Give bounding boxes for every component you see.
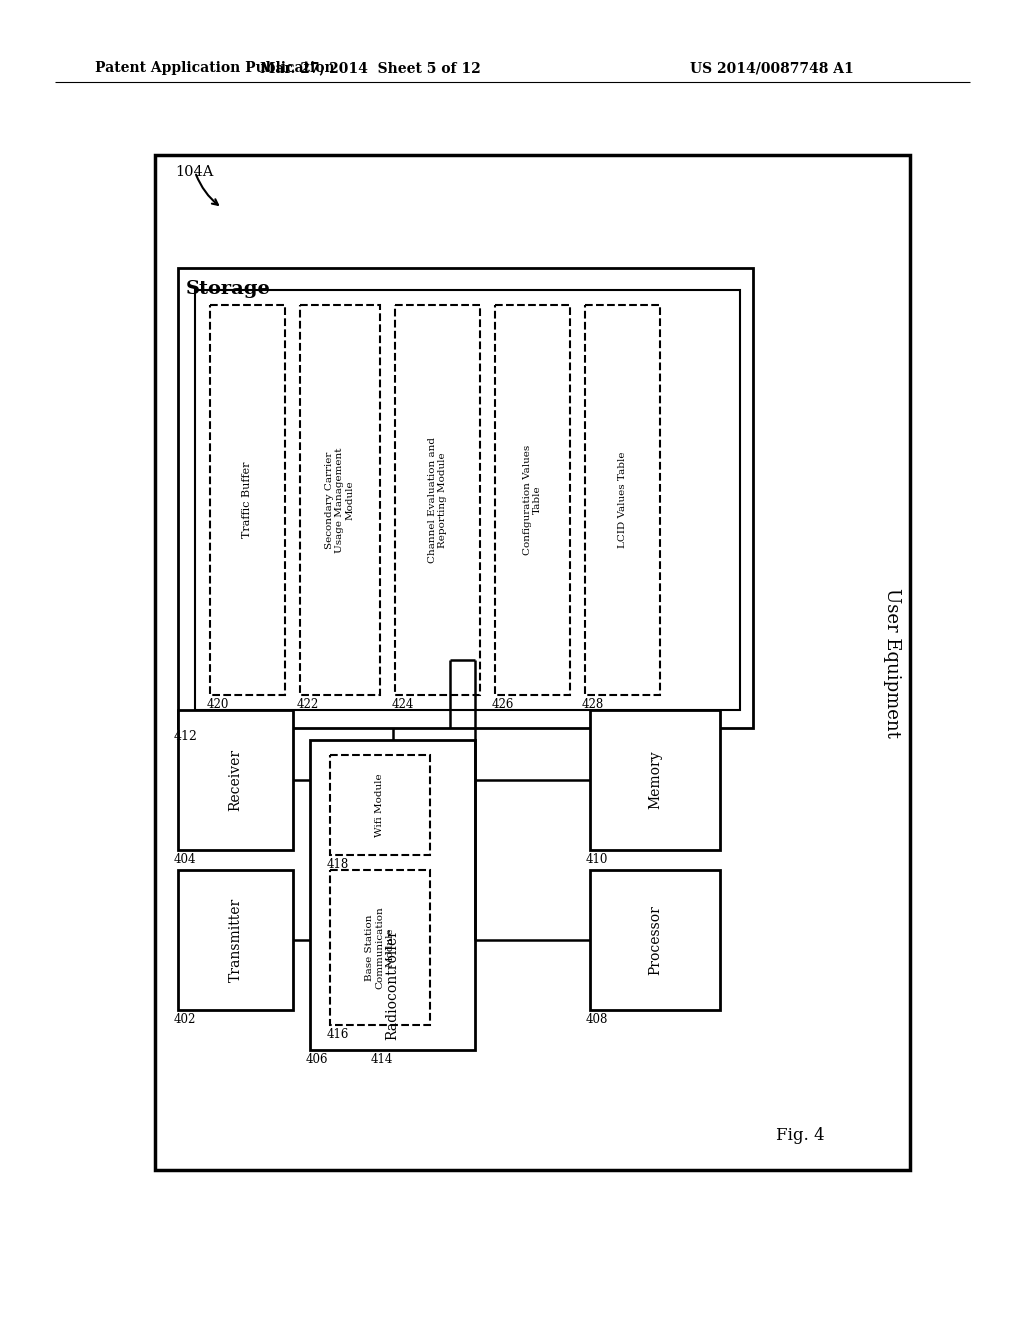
Text: 414: 414 <box>371 1053 393 1067</box>
Text: Fig. 4: Fig. 4 <box>776 1126 824 1143</box>
Text: 402: 402 <box>174 1012 197 1026</box>
Text: Base Station
Communication
Module: Base Station Communication Module <box>366 906 395 989</box>
Bar <box>210 305 285 696</box>
Text: 426: 426 <box>492 698 514 711</box>
Text: User Equipment: User Equipment <box>883 587 901 738</box>
Text: US 2014/0087748 A1: US 2014/0087748 A1 <box>690 61 854 75</box>
Text: LCID Values Table: LCID Values Table <box>618 451 627 548</box>
Text: Memory: Memory <box>648 751 662 809</box>
Text: 408: 408 <box>586 1012 608 1026</box>
Text: 416: 416 <box>327 1028 349 1041</box>
Text: Wifi Module: Wifi Module <box>376 774 384 837</box>
Text: 410: 410 <box>586 853 608 866</box>
Bar <box>195 290 740 710</box>
Text: 418: 418 <box>327 858 349 871</box>
Text: Mar. 27, 2014  Sheet 5 of 12: Mar. 27, 2014 Sheet 5 of 12 <box>260 61 480 75</box>
Text: Receiver: Receiver <box>228 748 243 810</box>
Bar <box>310 741 475 1049</box>
Bar <box>395 305 480 696</box>
Bar <box>590 710 720 850</box>
Text: 406: 406 <box>306 1053 329 1067</box>
Text: 420: 420 <box>207 698 229 711</box>
Bar <box>590 870 720 1010</box>
Text: Radiocontroller: Radiocontroller <box>385 929 399 1040</box>
Bar <box>300 305 380 696</box>
Text: 428: 428 <box>582 698 604 711</box>
Text: Storage: Storage <box>186 280 270 298</box>
Text: Transmitter: Transmitter <box>228 898 243 982</box>
Text: Channel Evaluation and
Reporting Module: Channel Evaluation and Reporting Module <box>428 437 447 564</box>
Text: 424: 424 <box>392 698 415 711</box>
Bar <box>178 870 293 1010</box>
Bar <box>330 870 430 1026</box>
Text: 422: 422 <box>297 698 319 711</box>
Text: 412: 412 <box>174 730 198 743</box>
Bar <box>495 305 570 696</box>
Bar <box>178 268 753 729</box>
Bar <box>585 305 660 696</box>
Text: Secondary Carrier
Usage Management
Module: Secondary Carrier Usage Management Modul… <box>325 447 355 553</box>
Text: 104A: 104A <box>175 165 213 180</box>
Bar <box>178 710 293 850</box>
Bar <box>330 755 430 855</box>
Text: Traffic Buffer: Traffic Buffer <box>243 462 253 539</box>
Bar <box>155 154 910 1170</box>
Text: Processor: Processor <box>648 906 662 975</box>
Text: 404: 404 <box>174 853 197 866</box>
Text: Patent Application Publication: Patent Application Publication <box>95 61 335 75</box>
Text: Configuration Values
Table: Configuration Values Table <box>523 445 542 556</box>
